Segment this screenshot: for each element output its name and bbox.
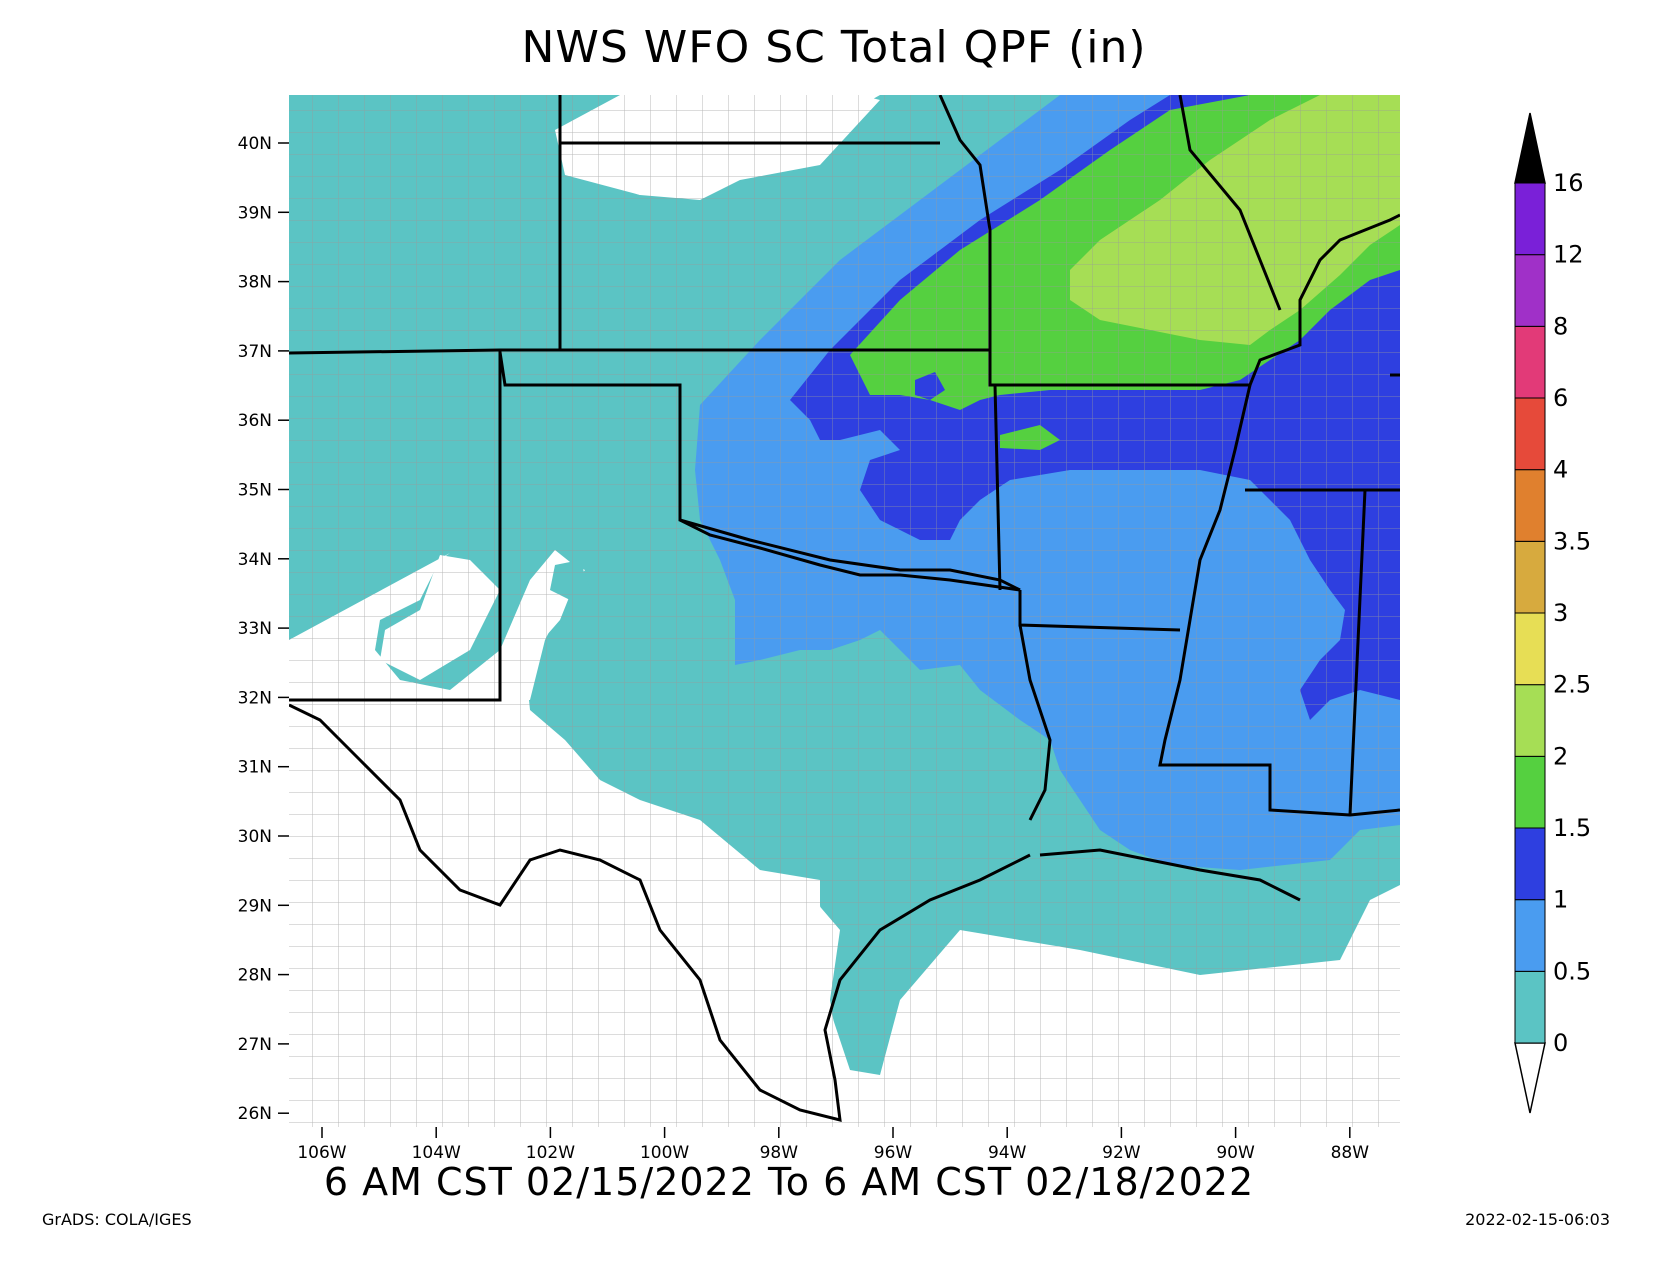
lat-tick-label: 32N	[238, 688, 272, 708]
lat-tick-label: 40N	[238, 134, 272, 154]
legend-swatch	[1514, 540, 1546, 614]
lon-tick-label: 88W	[1331, 1143, 1370, 1163]
map-frame	[289, 95, 1400, 1127]
lat-tick-label: 27N	[238, 1035, 272, 1055]
legend-swatch	[1514, 970, 1546, 1044]
run-timestamp: 2022-02-15-06:03	[1465, 1210, 1610, 1229]
lat-tick-label: 36N	[238, 411, 272, 431]
lon-tick-label: 98W	[760, 1143, 799, 1163]
lat-tick-label: 29N	[238, 896, 272, 916]
texas-coast	[289, 703, 1031, 1122]
lon-tick-label: 96W	[874, 1143, 913, 1163]
legend-level-label: 1.5	[1553, 814, 1591, 842]
lat-tick-label: 37N	[238, 342, 272, 362]
legend-level-label: 12	[1553, 241, 1584, 269]
red-river	[679, 518, 1021, 592]
legend-swatch	[1514, 755, 1546, 829]
legend-swatch	[1514, 182, 1546, 256]
lon-tick-label: 100W	[640, 1143, 689, 1163]
map-title: NWS WFO SC Total QPF (in)	[521, 22, 1147, 73]
legend-level-label: 1	[1553, 886, 1568, 914]
lat-tick-label: 38N	[238, 273, 272, 293]
county-lines	[289, 95, 1400, 1127]
legend-over-triangle	[1514, 112, 1546, 184]
lon-axis: 106W 104W 102W 100W 98W 96W 94W 92W 90W 88W	[297, 1127, 1369, 1163]
legend-level-label: 0	[1553, 1029, 1568, 1057]
lat-tick-label: 33N	[238, 619, 272, 639]
legend-level-label: 2	[1553, 742, 1568, 770]
lat-tick-label: 39N	[238, 203, 272, 223]
legend-swatch	[1514, 612, 1546, 686]
legend-swatch	[1514, 325, 1546, 399]
lat-axis: 40N 39N 38N 37N 36N 35N 34N 33N 32N 31N 30N 29N 28N 2…	[238, 134, 289, 1124]
legend-level-label: 3	[1553, 599, 1568, 627]
legend-level-label: 3.5	[1553, 527, 1591, 555]
lat-tick-label: 34N	[238, 550, 272, 570]
legend-level-label: 2.5	[1553, 671, 1591, 699]
legend-swatch	[1514, 899, 1546, 972]
valid-period: 6 AM CST 02/15/2022 To 6 AM CST 02/18/20…	[323, 1160, 1255, 1204]
lat-tick-label: 31N	[238, 758, 272, 778]
lat-tick-label: 26N	[238, 1104, 272, 1124]
legend-swatch	[1514, 684, 1546, 757]
lat-tick-label: 35N	[238, 481, 272, 501]
legend-under-triangle	[1514, 1042, 1546, 1114]
lon-tick-label: 90W	[1216, 1143, 1255, 1163]
legend-swatch	[1514, 254, 1546, 327]
legend-level-label: 6	[1553, 384, 1568, 412]
grads-credit: GrADS: COLA/IGES	[42, 1210, 192, 1229]
legend-swatch	[1514, 397, 1546, 471]
state-borders	[289, 95, 1400, 902]
lon-tick-label: 102W	[526, 1143, 575, 1163]
legend-swatch	[1514, 469, 1546, 542]
legend-level-label: 8	[1553, 312, 1568, 340]
lat-tick-label: 30N	[238, 827, 272, 847]
lon-tick-label: 106W	[297, 1143, 346, 1163]
lon-tick-label: 94W	[988, 1143, 1027, 1163]
legend-level-label: 4	[1553, 456, 1568, 484]
legend-level-label: 16	[1553, 169, 1584, 197]
legend-level-label: 0.5	[1553, 957, 1591, 985]
legend-swatch	[1514, 827, 1546, 901]
qpf-legend: 0 0.5 1 1.5 2 2.5 3 3.5 4 6 8 12 16	[1514, 112, 1591, 1114]
lon-tick-label: 92W	[1102, 1143, 1141, 1163]
lat-tick-label: 28N	[238, 966, 272, 986]
lon-tick-label: 104W	[412, 1143, 461, 1163]
